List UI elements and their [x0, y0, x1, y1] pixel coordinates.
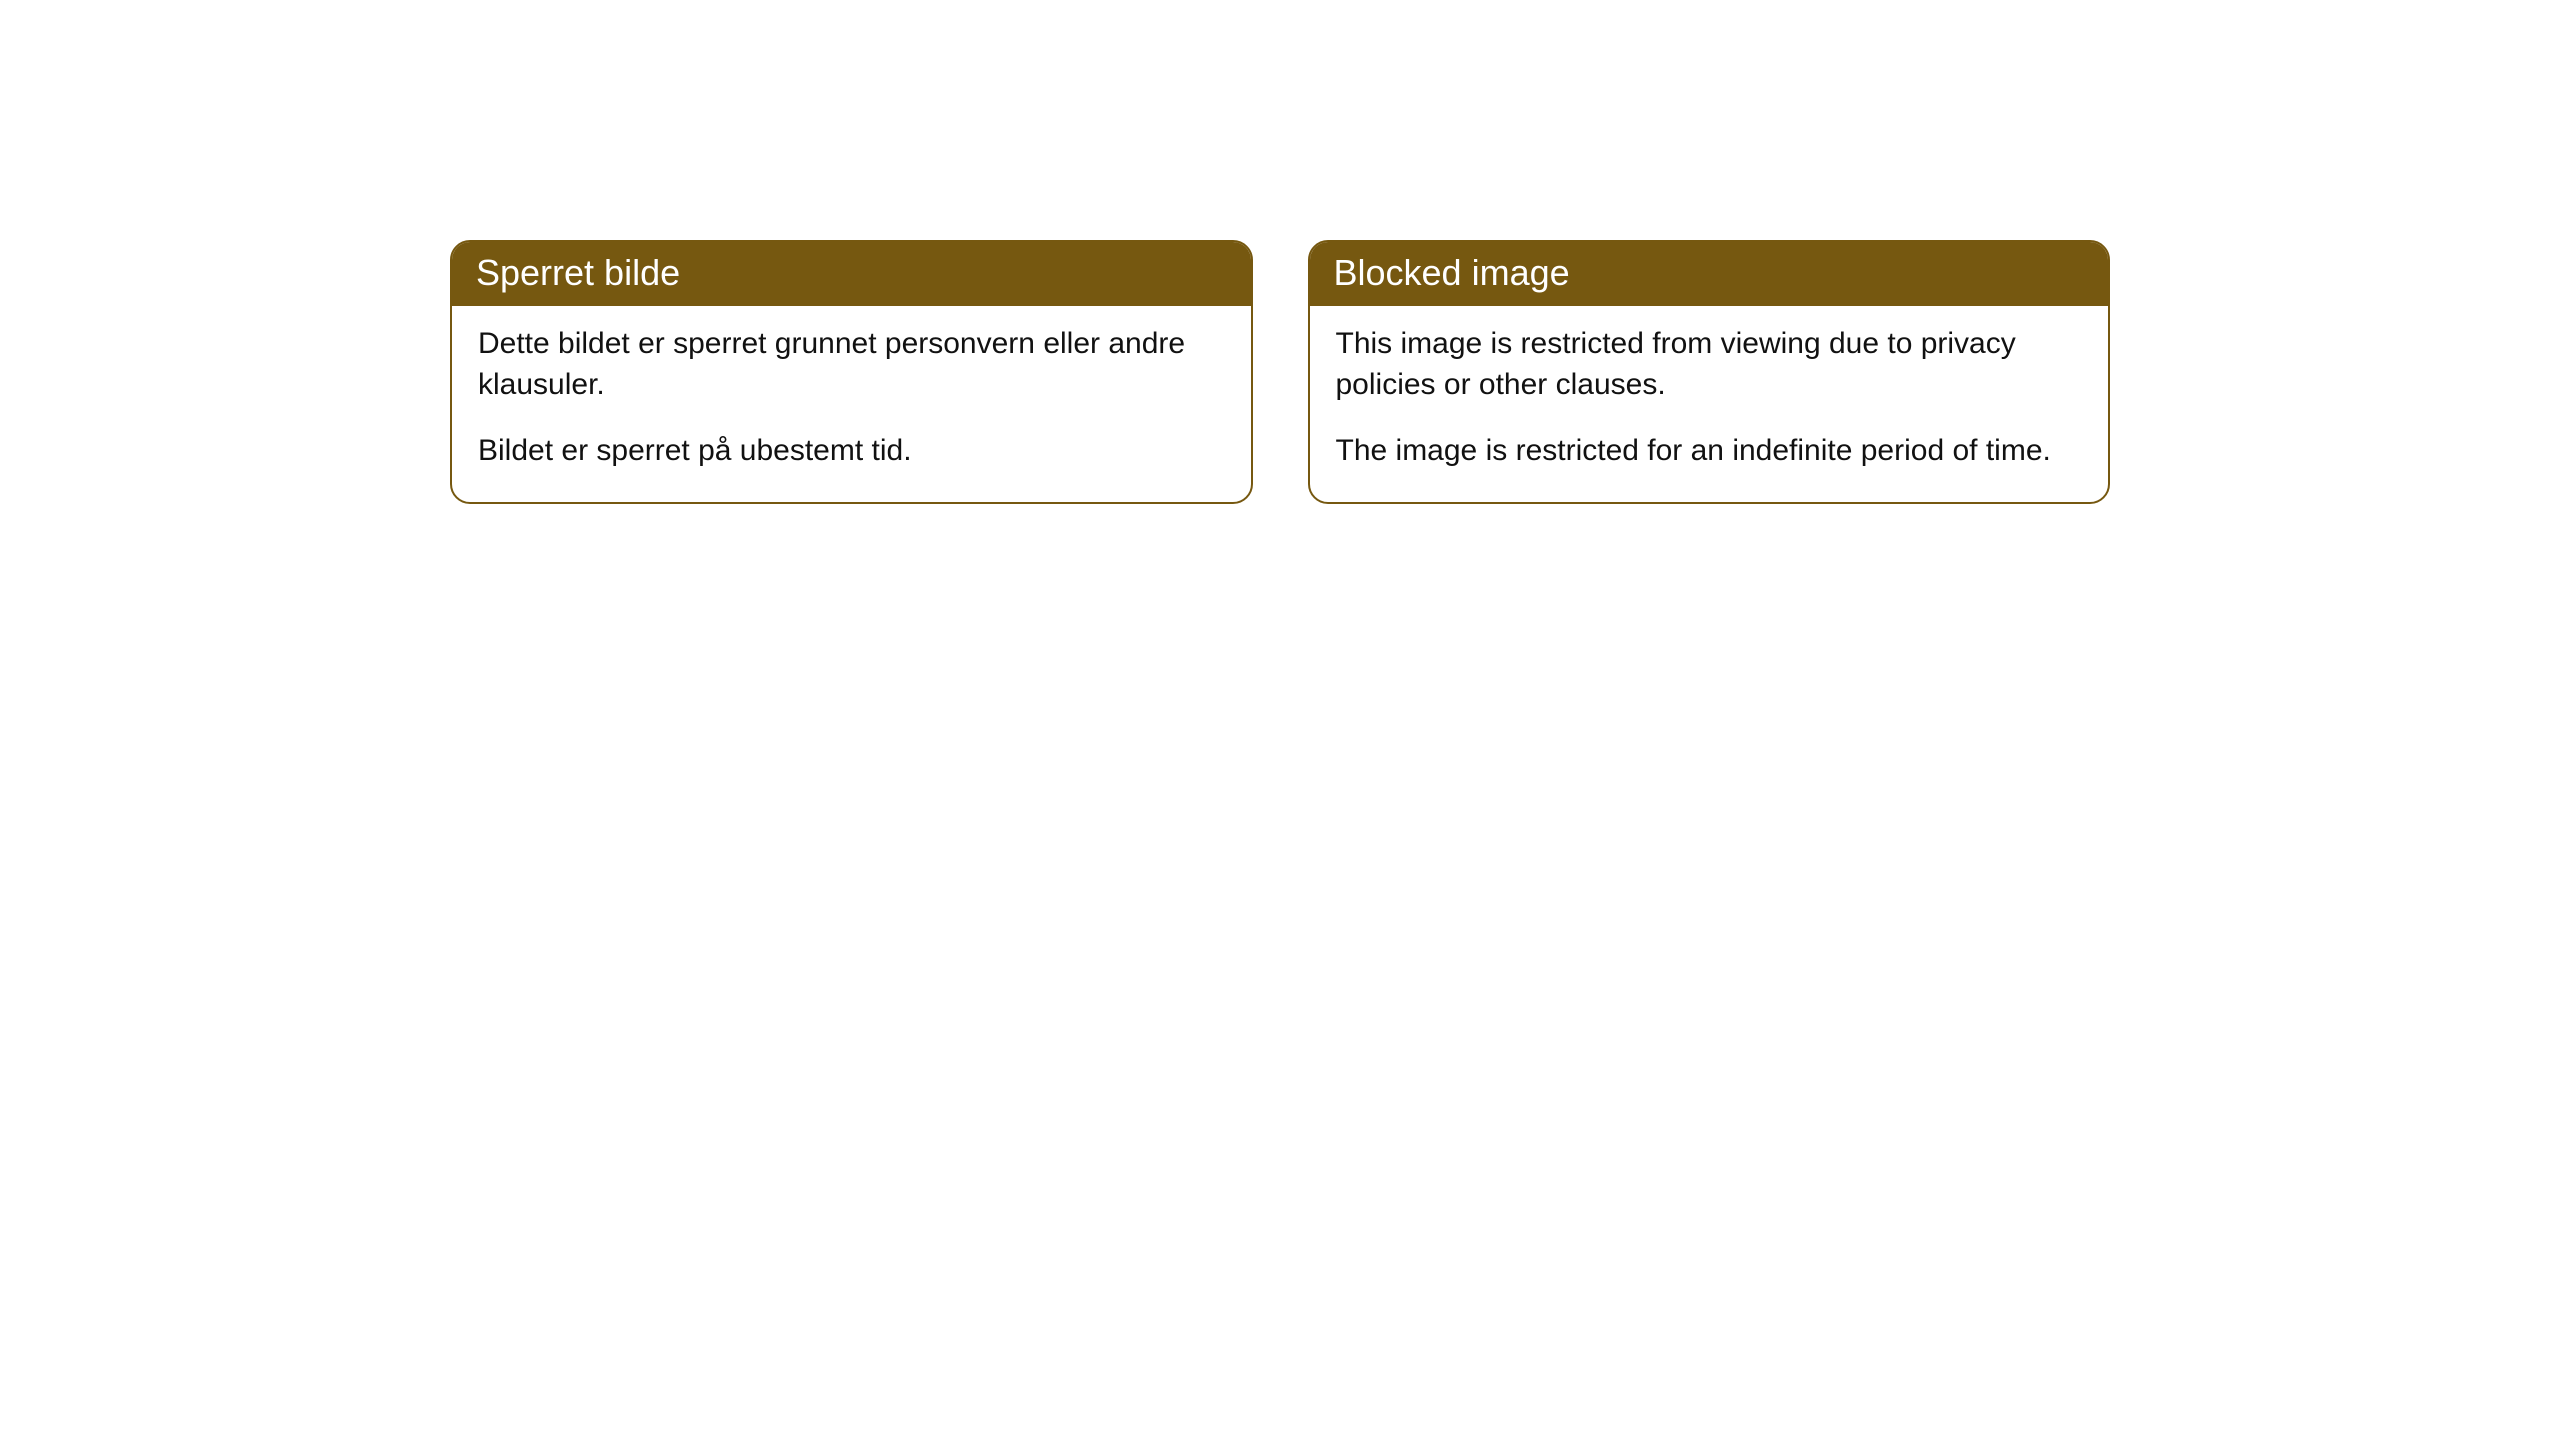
card-body: Dette bildet er sperret grunnet personve… [452, 306, 1251, 502]
card-paragraph: This image is restricted from viewing du… [1336, 324, 2083, 405]
notice-container: Sperret bilde Dette bildet er sperret gr… [450, 240, 2110, 504]
notice-card-english: Blocked image This image is restricted f… [1308, 240, 2111, 504]
card-paragraph: The image is restricted for an indefinit… [1336, 431, 2083, 472]
card-paragraph: Bildet er sperret på ubestemt tid. [478, 431, 1225, 472]
card-body: This image is restricted from viewing du… [1310, 306, 2109, 502]
notice-card-norwegian: Sperret bilde Dette bildet er sperret gr… [450, 240, 1253, 504]
card-paragraph: Dette bildet er sperret grunnet personve… [478, 324, 1225, 405]
card-header: Blocked image [1310, 242, 2109, 306]
card-header: Sperret bilde [452, 242, 1251, 306]
